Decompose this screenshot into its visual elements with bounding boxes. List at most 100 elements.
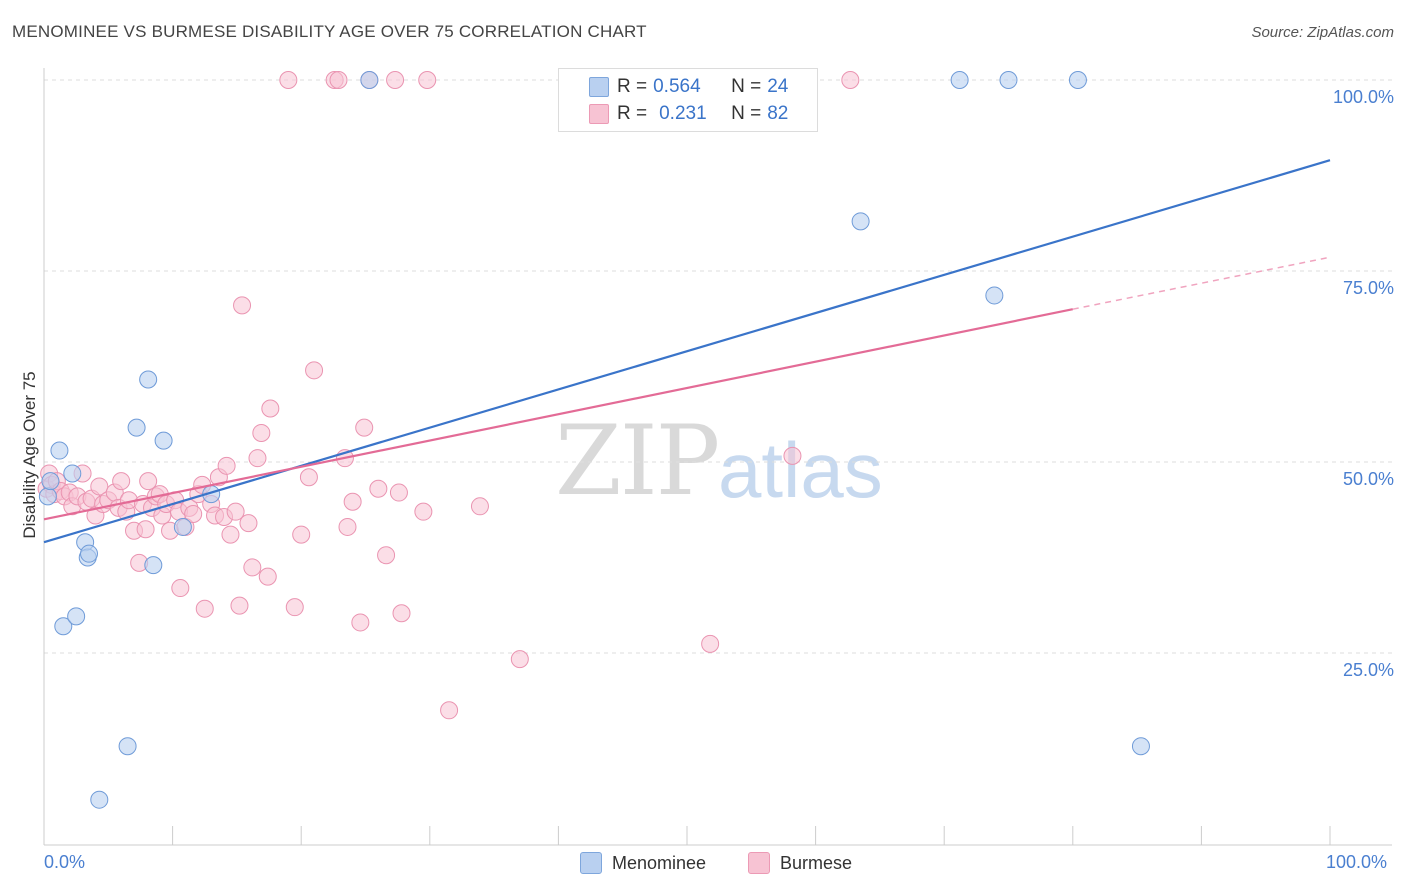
menominee-point-11 [127,418,146,437]
burmese-point-76 [418,71,437,89]
burmese-point-59 [292,525,311,544]
burmese-point-35 [171,579,190,598]
x-tick-label-100: 100.0% [1326,852,1388,872]
burmese-point-14 [90,477,109,496]
burmese-trend-extension [1072,256,1331,310]
legend-n-value: 24 [767,76,789,97]
legend-r-value: 0.564 [653,76,701,97]
burmese-point-58 [285,598,304,617]
burmese-point-70 [369,479,388,498]
series-legend: Menominee Burmese [0,852,1406,878]
legend-row-menominee: R = 0.564 N = 24 [589,74,789,100]
legend-r-label: R = [617,76,648,97]
burmese-point-65 [338,517,357,536]
watermark-zip: ZIP [555,405,720,517]
menominee-point-15 [173,517,192,536]
menominee-trend-line [43,159,1331,544]
burmese-points [37,71,860,720]
menominee-point-10 [118,737,137,756]
menominee-point-0 [38,487,57,506]
burmese-point-73 [389,483,408,502]
burmese-point-55 [258,567,277,586]
burmese-point-47 [221,525,240,544]
burmese-trend-line [43,308,1074,521]
menominee-point-5 [67,607,86,626]
menominee-point-17 [360,71,379,89]
burmese-point-61 [305,361,324,380]
burmese-point-71 [377,546,396,565]
burmese-point-72 [386,71,405,89]
watermark-atlas: atlas [718,426,883,514]
legend-n-label: N = [731,76,762,97]
menominee-points [38,71,1150,809]
burmese-point-56 [261,399,280,418]
burmese-point-66 [343,492,362,511]
menominee-swatch [589,77,609,97]
burmese-point-74 [392,604,411,623]
burmese-point-82 [841,71,860,89]
legend-item-burmese: Burmese [748,852,852,874]
burmese-point-77 [440,701,459,720]
legend-row-burmese: R = 0.231 N = 82 [589,101,789,127]
burmese-point-78 [470,497,489,516]
y-tick-label-75: 75.0% [1342,278,1394,298]
burmese-point-54 [252,423,271,442]
legend-label-menominee: Menominee [612,852,707,873]
x-tick-label-0: 0.0% [44,852,86,872]
burmese-point-49 [230,596,249,615]
burmese-point-53 [248,449,267,468]
burmese-legend-swatch [748,852,770,874]
burmese-point-80 [701,634,720,653]
menominee-point-8 [80,544,99,563]
trend-lines [43,159,1331,544]
legend-n-value: 82 [767,103,789,124]
legend-r-label: R = [617,103,648,124]
burmese-point-38 [184,504,203,523]
menominee-point-9 [90,790,109,809]
menominee-point-2 [50,441,69,460]
y-axis-title: Disability Age Over 75 [20,371,39,539]
menominee-point-22 [1068,71,1087,89]
axes [43,68,1392,846]
chart-source: Source: ZipAtlas.com [1251,24,1394,41]
burmese-point-52 [243,558,262,577]
burmese-point-67 [351,613,370,632]
y-tick-label-25: 25.0% [1342,660,1394,680]
y-tick-label-100: 100.0% [1332,87,1394,107]
menominee-point-19 [950,71,969,89]
menominee-point-21 [985,286,1004,305]
menominee-point-13 [144,556,163,575]
burmese-point-50 [233,296,252,315]
burmese-point-81 [783,446,802,465]
chart-title: MENOMINEE VS BURMESE DISABILITY AGE OVER… [12,22,647,41]
menominee-legend-swatch [580,852,602,874]
legend-item-menominee: Menominee [580,852,706,874]
menominee-point-3 [63,464,82,483]
menominee-point-14 [154,431,173,450]
burmese-point-48 [226,502,245,521]
y-tick-label-50: 50.0% [1342,469,1394,489]
legend-r-value: 0.231 [659,103,707,124]
burmese-point-46 [217,456,236,475]
burmese-point-51 [239,514,258,533]
menominee-point-1 [41,472,60,491]
menominee-point-18 [851,212,870,231]
burmese-point-63 [329,71,348,89]
burmese-point-75 [414,502,433,521]
menominee-point-4 [54,617,73,636]
burmese-point-25 [136,520,155,539]
menominee-point-12 [139,370,158,389]
menominee-point-20 [999,71,1018,89]
burmese-point-68 [355,418,374,437]
burmese-point-60 [299,468,318,487]
burmese-point-26 [139,472,158,491]
burmese-point-41 [195,599,214,618]
burmese-point-79 [510,650,529,669]
menominee-point-23 [1131,737,1150,756]
correlation-legend: R = 0.564 N = 24 R = 0.231 N = 82 [558,68,818,132]
burmese-point-57 [279,71,298,89]
burmese-point-19 [112,472,131,491]
legend-n-label: N = [731,103,762,124]
burmese-swatch [589,104,609,124]
